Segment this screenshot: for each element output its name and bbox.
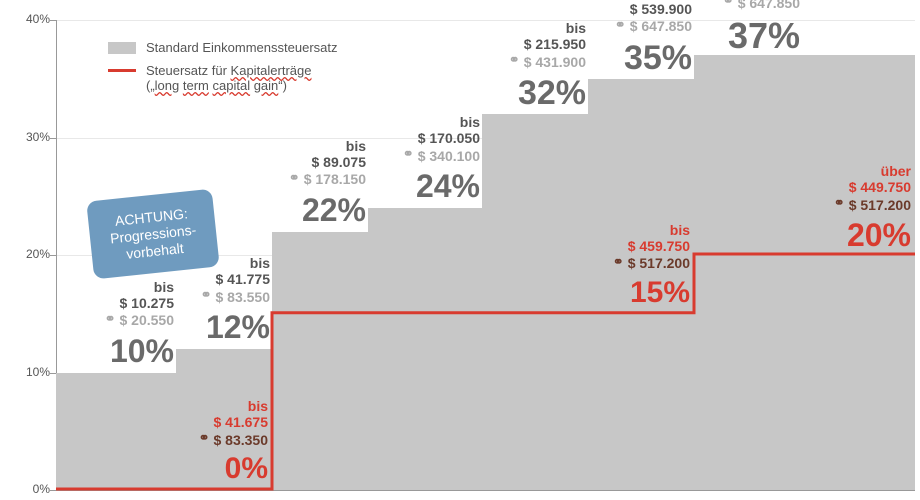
y-tick-label: 0%: [12, 482, 50, 496]
cap-keyword: über: [771, 163, 911, 179]
income-tax-bar: [368, 208, 482, 490]
cap-amount-single: $ 41.675: [128, 414, 268, 430]
y-tick-label: 40%: [12, 12, 50, 26]
std-bracket-label: über$ 593.900⚭$ 647.850: [660, 0, 800, 12]
cap-keyword: bis: [128, 398, 268, 414]
cap-amount-single: $ 459.750: [550, 238, 690, 254]
legend-swatch-box: [108, 42, 136, 54]
cap-bracket-label: bis$ 41.675 ⚭$ 83.350: [128, 398, 268, 449]
married-icon: ⚭: [834, 196, 845, 211]
std-amount-married: ⚭$ 340.100: [403, 148, 480, 164]
y-tick: [50, 20, 56, 21]
legend: Standard Einkommenssteuersatz Steuersatz …: [108, 40, 337, 101]
married-icon: ⚭: [201, 288, 212, 303]
married-icon: ⚭: [289, 171, 300, 186]
std-rate: 24%: [340, 168, 480, 205]
married-icon: ⚭: [403, 147, 414, 162]
std-amount-single: $ 170.050: [340, 130, 480, 146]
y-tick: [50, 255, 56, 256]
legend-item: Standard Einkommenssteuersatz: [108, 40, 337, 55]
cap-rate: 15%: [550, 276, 690, 310]
married-icon: ⚭: [509, 53, 520, 68]
legend-item: Steuersatz für Kapitalerträge(„long term…: [108, 63, 337, 93]
std-keyword: bis: [340, 114, 480, 130]
cap-amount-married: ⚭$ 83.350: [199, 432, 268, 448]
married-icon: ⚭: [199, 431, 210, 446]
cap-rate: 0%: [128, 452, 268, 486]
y-tick: [50, 138, 56, 139]
std-bracket-label: bis$ 170.050 ⚭$ 340.100: [340, 114, 480, 165]
attention-callout: ACHTUNG:Progressions-vorbehalt: [86, 189, 220, 280]
std-amount-married: ⚭$ 83.550: [201, 289, 270, 305]
y-tick-label: 20%: [12, 247, 50, 261]
married-icon: ⚭: [615, 18, 626, 33]
legend-swatch-line: [108, 69, 136, 72]
y-tick: [50, 490, 56, 491]
legend-label: Standard Einkommenssteuersatz: [146, 40, 337, 55]
cap-keyword: bis: [550, 222, 690, 238]
cap-bracket-label: über$ 449.750 ⚭$ 517.200: [771, 163, 911, 214]
married-icon: ⚭: [105, 312, 116, 327]
std-rate: 32%: [446, 74, 586, 113]
std-amount-single: $ 41.775: [130, 271, 270, 287]
cap-bracket-label: bis$ 459.750⚭$ 517.200: [550, 222, 690, 273]
cap-amount-married: ⚭$ 517.200: [613, 255, 690, 271]
income-tax-bar: [272, 232, 368, 491]
std-amount-married: ⚭$ 647.850: [723, 0, 800, 11]
income-tax-bar: [802, 55, 915, 490]
std-rate: 37%: [660, 15, 800, 57]
cap-rate: 20%: [771, 217, 911, 254]
married-icon: ⚭: [613, 255, 624, 270]
income-tax-bar: [694, 55, 802, 490]
x-axis: [56, 490, 915, 491]
tax-bracket-step-chart: 0%10%20%30%40%bis$ 10.275⚭$ 20.55010%bis…: [0, 0, 920, 500]
y-tick-label: 30%: [12, 130, 50, 144]
cap-amount-single: $ 449.750: [771, 179, 911, 195]
legend-label: Steuersatz für Kapitalerträge(„long term…: [146, 63, 312, 93]
married-icon: ⚭: [723, 0, 734, 9]
cap-amount-married: ⚭$ 517.200: [834, 197, 911, 213]
std-rate: 12%: [130, 309, 270, 346]
